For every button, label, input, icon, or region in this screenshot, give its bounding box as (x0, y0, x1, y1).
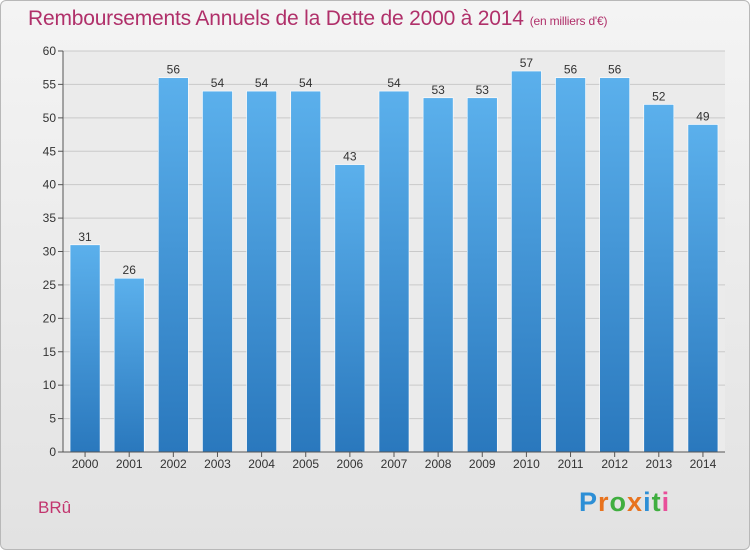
bar (246, 90, 277, 453)
logo-letter: i (643, 487, 652, 517)
logo-letter: t (651, 487, 662, 517)
y-tick-label: 15 (43, 345, 57, 359)
y-tick-label: 50 (43, 111, 57, 125)
logo-letter: P (579, 487, 599, 517)
bar (378, 90, 410, 453)
proxiti-logo: Proxiti (579, 487, 670, 518)
x-tick-label: 2004 (248, 457, 275, 471)
data-label: 53 (431, 83, 445, 97)
x-tick-label: 2002 (160, 457, 187, 471)
y-tick-label: 30 (43, 245, 57, 259)
bar (422, 97, 454, 453)
bar (158, 77, 189, 453)
y-tick-label: 10 (43, 378, 57, 392)
bar (643, 104, 675, 453)
x-tick-label: 2001 (116, 457, 143, 471)
x-tick-label: 2008 (425, 457, 452, 471)
data-label: 57 (520, 56, 534, 70)
bar (202, 90, 233, 453)
title-text: Remboursements Annuels de la Dette de 20… (28, 7, 524, 30)
y-tick-label: 5 (49, 412, 56, 426)
y-tick-label: 20 (43, 311, 57, 325)
y-tick-label: 0 (49, 445, 56, 459)
data-label: 52 (652, 89, 666, 103)
x-tick-label: 2003 (204, 457, 231, 471)
data-label: 54 (387, 76, 401, 90)
data-label: 26 (123, 263, 137, 277)
y-tick-label: 35 (43, 211, 57, 225)
logo-letter: i (661, 487, 671, 517)
bar (511, 70, 542, 453)
data-label: 49 (696, 110, 710, 124)
bar (69, 244, 101, 453)
logo-letter: r (598, 487, 610, 517)
y-tick-label: 25 (43, 278, 57, 292)
x-tick-label: 2014 (690, 457, 717, 471)
y-tick-label: 60 (43, 44, 57, 58)
bar (290, 90, 322, 453)
x-tick-label: 2005 (292, 457, 319, 471)
chart-title: Remboursements Annuels de la Dette de 20… (28, 7, 607, 31)
bar (687, 124, 719, 453)
data-label: 54 (299, 76, 313, 90)
bar (466, 97, 498, 453)
y-tick-label: 55 (43, 77, 57, 91)
title-unit: (en milliers d'€) (529, 14, 608, 28)
data-label: 53 (476, 83, 490, 97)
x-tick-label: 2009 (469, 457, 496, 471)
data-label: 56 (564, 63, 578, 77)
logo-letter: x (627, 487, 644, 517)
data-label: 56 (608, 63, 622, 77)
x-tick-label: 2010 (513, 457, 540, 471)
bar (113, 277, 145, 453)
x-tick-label: 2013 (645, 457, 672, 471)
axes (58, 50, 725, 457)
logo-letter: o (609, 487, 628, 517)
data-label: 31 (78, 230, 92, 244)
data-label: 56 (167, 63, 181, 77)
y-tick-label: 45 (43, 144, 57, 158)
data-label: 54 (211, 76, 225, 90)
y-tick-label: 40 (43, 178, 57, 192)
x-tick-label: 2006 (337, 457, 364, 471)
bars (69, 70, 719, 453)
x-tick-label: 2007 (381, 457, 408, 471)
bar (334, 164, 366, 453)
x-tick-label: 2000 (72, 457, 99, 471)
bar (599, 77, 630, 453)
commune-name: BRû (38, 498, 72, 517)
x-tick-label: 2011 (558, 457, 584, 471)
data-label: 54 (255, 76, 269, 90)
bar (555, 77, 586, 453)
labels: 0 5 10 15 20 25 30 35 40 45 50 55 60 31 2000 26 2001 56 20… (43, 44, 717, 471)
data-label: 43 (343, 150, 357, 164)
x-tick-label: 2012 (601, 457, 628, 471)
